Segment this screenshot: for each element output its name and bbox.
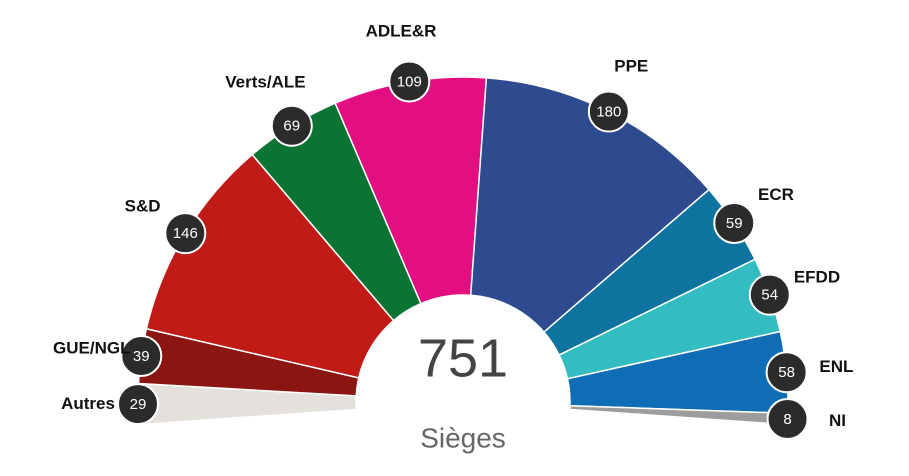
seat-badge xyxy=(120,334,163,377)
seat-badge xyxy=(587,90,630,133)
seat-badge xyxy=(713,201,756,244)
seat-badge xyxy=(765,351,808,394)
seat-count: 58 xyxy=(778,364,795,381)
seat-count: 180 xyxy=(596,104,621,121)
hemicycle xyxy=(137,76,789,426)
seat-badge xyxy=(748,273,791,316)
seat-badge xyxy=(270,104,313,147)
total-seats: 751 xyxy=(418,328,508,388)
seat-segment xyxy=(334,76,488,305)
group-name: Autres xyxy=(61,394,115,413)
seat-badge xyxy=(766,398,809,441)
seat-count: 8 xyxy=(783,411,791,428)
group-name: Verts/ALE xyxy=(225,73,305,92)
seat-count: 146 xyxy=(173,225,198,242)
seat-count: 69 xyxy=(283,118,300,135)
group-name: ENL xyxy=(819,357,853,376)
seat-count: 54 xyxy=(761,287,778,304)
seat-badge xyxy=(117,383,160,426)
seat-badge xyxy=(388,60,431,103)
seat-segment xyxy=(469,77,711,334)
group-name: PPE xyxy=(614,56,648,75)
group-name: NI xyxy=(829,411,846,430)
group-name: ECR xyxy=(758,185,794,204)
group-name: S&D xyxy=(125,197,161,216)
group-name: EFDD xyxy=(794,268,840,287)
seat-count: 109 xyxy=(397,73,422,90)
seat-count: 59 xyxy=(726,215,743,232)
seat-segment xyxy=(145,153,395,379)
group-name: GUE/NGL xyxy=(53,338,130,357)
seat-count: 39 xyxy=(133,348,150,365)
group-name: ADLE&R xyxy=(366,22,437,41)
seat-count: 29 xyxy=(130,396,147,413)
seat-badge xyxy=(164,212,207,255)
total-label: Sièges xyxy=(420,422,506,453)
